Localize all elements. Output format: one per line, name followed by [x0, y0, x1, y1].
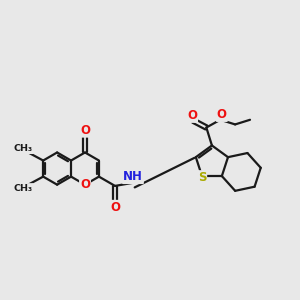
Text: O: O	[80, 124, 90, 137]
Text: CH₃: CH₃	[14, 184, 33, 193]
Text: CH₃: CH₃	[14, 144, 33, 153]
Text: O: O	[187, 109, 197, 122]
Text: S: S	[198, 171, 206, 184]
Text: O: O	[217, 108, 227, 121]
Text: O: O	[110, 201, 120, 214]
Text: NH: NH	[123, 170, 143, 183]
Text: O: O	[80, 178, 90, 191]
